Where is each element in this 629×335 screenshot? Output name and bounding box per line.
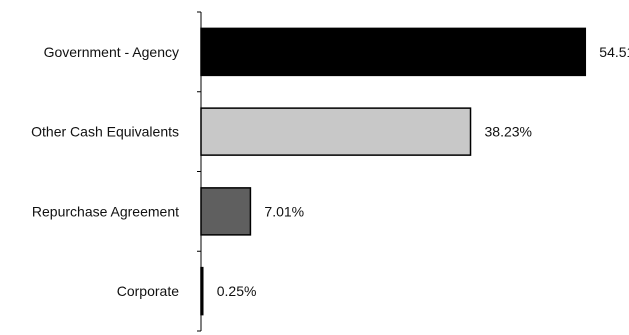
category-label: Other Cash Equivalents xyxy=(31,124,179,140)
value-label: 38.23% xyxy=(485,124,532,140)
value-label: 7.01% xyxy=(264,203,304,219)
category-label: Government - Agency xyxy=(44,44,179,60)
category-label: Repurchase Agreement xyxy=(32,203,179,219)
value-label: 0.25% xyxy=(217,283,257,299)
bar-other-cash-equivalents xyxy=(200,107,472,156)
bar-repurchase-agreement xyxy=(200,187,252,236)
value-label: 54.51% xyxy=(599,44,629,60)
category-label: Corporate xyxy=(117,283,179,299)
bar-corporate xyxy=(200,266,204,316)
bar-government-agency xyxy=(200,27,587,77)
